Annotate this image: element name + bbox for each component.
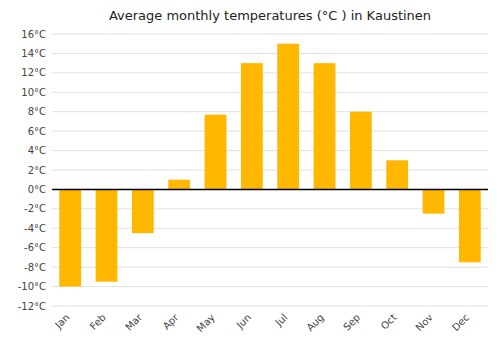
bar — [350, 112, 372, 190]
bar — [132, 189, 154, 233]
y-tick-label: -2°C — [24, 203, 46, 214]
bar — [386, 160, 408, 189]
grid-line — [52, 92, 488, 93]
x-tick-label: Dec — [450, 312, 471, 333]
y-tick-label: -4°C — [24, 223, 46, 234]
y-tick-label: 2°C — [28, 165, 46, 176]
x-tick-label: Apr — [161, 311, 182, 332]
x-tick-label: Jul — [273, 312, 290, 329]
zero-line — [52, 189, 488, 191]
y-tick-label: 0°C — [28, 184, 46, 195]
bar — [241, 63, 263, 189]
y-tick-label: 14°C — [21, 48, 46, 59]
y-tick-label: 6°C — [28, 126, 46, 137]
y-tick-label: -12°C — [18, 301, 46, 312]
y-tick-label: -6°C — [24, 242, 46, 253]
grid-line — [52, 267, 488, 268]
bar — [205, 115, 227, 190]
x-tick-label: Aug — [304, 312, 326, 334]
bar — [277, 44, 299, 190]
grid-line — [52, 111, 488, 112]
x-tick-label: Feb — [88, 312, 108, 332]
grid — [52, 34, 488, 306]
grid-line — [52, 306, 488, 307]
title: Average monthly temperatures (°C ) in Ka… — [109, 8, 431, 23]
bar — [459, 189, 481, 262]
grid-line — [52, 150, 488, 151]
x-tick-label: Jun — [234, 312, 254, 332]
x-tick-label: May — [195, 312, 217, 334]
y-tick-label: 4°C — [28, 145, 46, 156]
chart-container: Average monthly temperatures (°C ) in Ka… — [0, 0, 500, 350]
y-tick-label: -8°C — [24, 262, 46, 273]
chart: Average monthly temperatures (°C ) in Ka… — [0, 0, 500, 350]
grid-line — [52, 131, 488, 132]
grid-line — [52, 286, 488, 287]
x-tick-label: Sep — [341, 312, 362, 333]
grid-line — [52, 228, 488, 229]
grid-line — [52, 72, 488, 73]
y-tick-label: 16°C — [21, 29, 46, 40]
grid-line — [52, 34, 488, 35]
grid-line — [52, 53, 488, 54]
grid-line — [52, 189, 488, 190]
bar — [423, 189, 445, 213]
bar — [59, 189, 81, 286]
x-tick-label: Nov — [413, 312, 435, 334]
grid-line — [52, 170, 488, 171]
y-tick-label: -10°C — [18, 281, 46, 292]
y-tick-label: 12°C — [21, 67, 46, 78]
x-tick-label: Jan — [52, 312, 71, 331]
x-tick-label: Oct — [379, 312, 399, 332]
x-tick-label: Mar — [123, 311, 145, 333]
grid-line — [52, 247, 488, 248]
y-tick-label: 8°C — [28, 106, 46, 117]
y-tick-label: 10°C — [21, 87, 46, 98]
bar — [168, 180, 190, 190]
bar — [314, 63, 336, 189]
bars — [59, 44, 480, 287]
bar — [96, 189, 118, 281]
